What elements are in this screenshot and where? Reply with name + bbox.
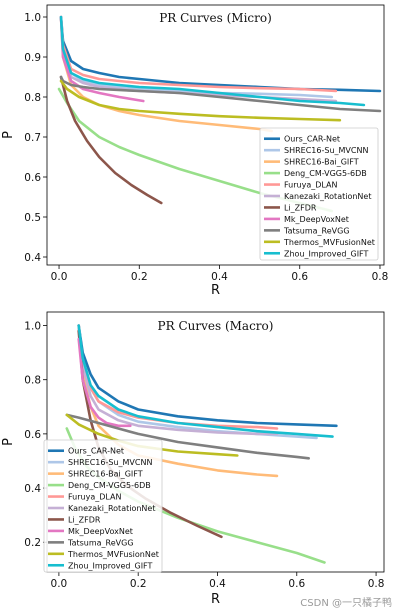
micro-series-line-mk-deepvoxnet: [59, 15, 145, 103]
micro-x-tick-label: 0.0: [51, 271, 68, 283]
macro-y-tick-label: 0.4: [24, 483, 41, 495]
macro-legend-label: Thermos_MVFusionNet: [67, 550, 159, 559]
macro-legend-label: Furuya_DLAN: [68, 493, 122, 502]
micro-pr-chart: PR Curves (Micro) 0.0 0.2 0.4 0.6 0.8 0.4 0.5 0.…: [1, 4, 389, 298]
micro-legend: Ours_CAR-Net SHREC16-Su_MVCNN SHREC16-Bai_…: [259, 127, 379, 261]
micro-x-axis-label: R: [211, 283, 220, 298]
micro-y-tick-label: 0.8: [24, 92, 41, 104]
macro-x-axis-label: R: [211, 592, 220, 607]
micro-legend-label: Deng_CM-VGG5-6DB: [284, 169, 367, 178]
macro-legend-label: Ours_CAR-Net: [68, 447, 124, 456]
macro-y-tick-label: 0.8: [24, 375, 41, 387]
micro-legend-label: Zhou_Improved_GIFT: [284, 249, 369, 258]
macro-x-tick-label: 0.6: [288, 578, 305, 590]
micro-y-tick-label: 0.6: [24, 172, 41, 184]
micro-legend-label: Furuya_DLAN: [284, 181, 338, 190]
macro-legend-box: [43, 439, 163, 573]
micro-x-tick-label: 0.6: [291, 271, 308, 283]
micro-legend-label: Tatsuma_ReVGG: [283, 226, 350, 235]
macro-chart-title: PR Curves (Macro): [158, 319, 274, 333]
micro-plot-frame: [46, 4, 385, 266]
macro-legend-label: Deng_CM-VGG5-6DB: [68, 481, 151, 490]
micro-series-line-thermos-mvfusionnet: [59, 79, 342, 122]
macro-series-line-kanezaki-rotationnet: [77, 324, 279, 436]
micro-legend-label: Mk_DeepVoxNet: [284, 215, 349, 224]
macro-series-line-mk-deepvoxnet: [77, 337, 132, 428]
micro-legend-label: Kanezaki_RotationNet: [284, 192, 371, 201]
micro-legend-label: SHREC16-Bai_GIFT: [284, 158, 359, 167]
micro-y-tick-label: 0.5: [24, 212, 41, 224]
micro-y-tick-label: 1.0: [24, 12, 41, 24]
macro-y-tick-label: 0.2: [24, 537, 41, 549]
macro-legend: Ours_CAR-Net SHREC16-Su_MVCNN SHREC16-Bai_…: [43, 439, 163, 573]
macro-x-tick-label: 0.4: [209, 578, 226, 590]
micro-x-tick-label: 0.8: [372, 271, 389, 283]
macro-legend-label: Tatsuma_ReVGG: [67, 538, 134, 547]
micro-x-tick-label: 0.2: [131, 271, 148, 283]
macro-series-line-zhou-improved-gift: [77, 324, 334, 438]
macro-legend-label: Zhou_Improved_GIFT: [68, 561, 153, 570]
macro-legend-label: Kanezaki_RotationNet: [68, 504, 155, 513]
micro-x-tick-label: 0.4: [211, 271, 228, 283]
macro-x-tick-label: 0.0: [51, 578, 68, 590]
micro-legend-label: SHREC16-Su_MVCNN: [284, 146, 368, 155]
macro-legend-label: SHREC16-Su_MVCNN: [68, 458, 152, 467]
micro-y-tick-label: 0.4: [24, 252, 41, 264]
micro-y-axis-label: P: [1, 131, 16, 139]
macro-legend-label: Li_ZFDR: [68, 515, 101, 524]
micro-y-tick-label: 0.9: [24, 52, 41, 64]
micro-series-line-li-zfdr: [59, 75, 163, 205]
macro-x-tick-label: 0.2: [130, 578, 147, 590]
micro-legend-label: Li_ZFDR: [284, 203, 317, 212]
macro-y-tick-label: 1.0: [24, 321, 41, 333]
macro-y-axis-label: P: [1, 438, 16, 446]
macro-legend-label: SHREC16-Bai_GIFT: [68, 470, 143, 479]
micro-legend-box: [259, 127, 379, 261]
watermark: CSDN @一只橘子鸭: [300, 598, 392, 609]
macro-series-line-tatsuma-revgg: [65, 413, 310, 460]
micro-legend-label: Thermos_MVFusionNet: [283, 238, 375, 247]
micro-legend-label: Ours_CAR-Net: [284, 135, 340, 144]
micro-y-tick-label: 0.7: [24, 132, 41, 144]
macro-pr-chart: PR Curves (Macro) 0.0 0.2 0.4 0.6 0.8 0.2 0.4 0.…: [1, 311, 385, 607]
micro-chart-title: PR Curves (Micro): [159, 11, 272, 25]
micro-series-group: [57, 15, 382, 213]
macro-series-line-ours-car-net: [77, 324, 338, 428]
micro-series-line-tatsuma-revgg: [59, 75, 382, 113]
macro-x-tick-label: 0.8: [368, 578, 385, 590]
micro-series-line-zhou-improved-gift: [59, 15, 366, 107]
macro-y-tick-label: 0.6: [24, 429, 41, 441]
macro-legend-label: Mk_DeepVoxNet: [68, 527, 133, 536]
